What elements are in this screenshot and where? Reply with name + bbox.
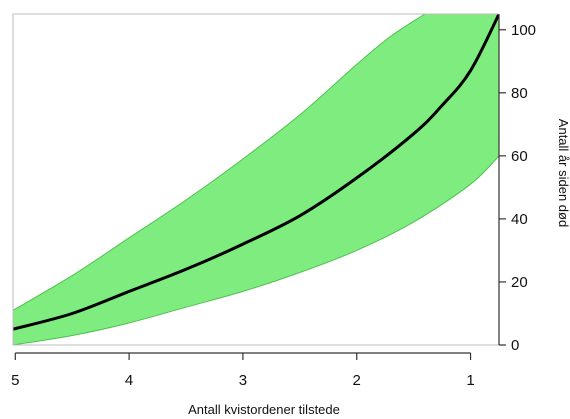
y-tick-label: 100: [511, 22, 536, 39]
confidence-band: [13, 14, 499, 345]
y-tick-label: 40: [511, 211, 528, 228]
y-tick-label: 0: [511, 337, 519, 354]
axes-layer: 5 4 3 2 1 0 20 40 60 80 100: [11, 13, 536, 389]
y-tick-label: 20: [511, 274, 528, 291]
y-tick-label: 80: [511, 85, 528, 102]
x-tick-label: 1: [466, 372, 474, 389]
estimate-line: [13, 14, 499, 331]
x-tick-label: 5: [11, 372, 19, 389]
x-tick-label: 3: [239, 372, 247, 389]
upper-bound-line: [13, 14, 426, 311]
y-tick-label: 60: [511, 148, 528, 165]
x-tick-label: 2: [353, 372, 361, 389]
plot-layer: [13, 14, 499, 345]
plot-frame: [12, 13, 499, 346]
y-axis-title: Antall år siden død: [556, 119, 570, 227]
lower-bound-line: [13, 155, 499, 345]
x-axis-title: Antall kvistordener tilstede: [188, 402, 340, 417]
x-tick-label: 4: [125, 372, 133, 389]
